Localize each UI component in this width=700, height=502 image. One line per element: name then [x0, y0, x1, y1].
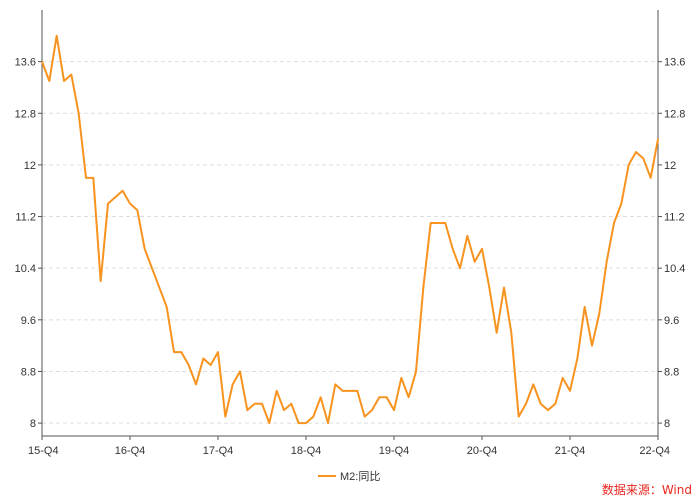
x-tick-label: 22-Q4	[639, 445, 670, 457]
y-tick-label-right: 12	[664, 160, 676, 172]
axes	[38, 10, 662, 440]
x-tick-label: 16-Q4	[115, 445, 146, 457]
x-tick-label: 15-Q4	[28, 445, 59, 457]
x-tick-label: 20-Q4	[467, 445, 498, 457]
y-tick-label-right: 11.2	[664, 212, 685, 224]
y-tick-label-right: 10.4	[664, 263, 685, 275]
legend-label: M2:同比	[340, 470, 380, 483]
data-source-label: 数据来源：Wind	[602, 482, 692, 497]
y-tick-label-left: 10.4	[15, 263, 36, 275]
x-tick-label: 21-Q4	[555, 445, 586, 457]
y-tick-label-left: 12.8	[15, 108, 36, 120]
legend: M2:同比	[318, 470, 380, 483]
y-tick-label-right: 8	[664, 418, 670, 430]
y-tick-label-left: 9.6	[21, 315, 36, 327]
series-lines	[41, 34, 659, 425]
y-tick-label-left: 12	[24, 160, 36, 172]
x-tick-label: 18-Q4	[291, 445, 322, 457]
y-tick-label-left: 13.6	[15, 57, 36, 69]
x-tick-label: 17-Q4	[203, 445, 234, 457]
y-tick-label-left: 8.8	[21, 366, 36, 378]
x-tick-label: 19-Q4	[379, 445, 410, 457]
tick-labels: 8 8 8.8 8.8 9.6 9.6 10.4 10.4 11.2 11.2 12 12 12.8 12…	[15, 57, 686, 457]
y-tick-label-right: 9.6	[664, 315, 679, 327]
y-tick-label-right: 8.8	[664, 366, 679, 378]
y-tick-label-right: 13.6	[664, 57, 685, 69]
y-tick-label-left: 11.2	[15, 212, 36, 224]
grid-lines	[42, 61, 658, 424]
y-tick-label-left: 8	[30, 418, 36, 430]
y-tick-label-right: 12.8	[664, 108, 685, 120]
series-line-m2-yoy	[41, 34, 659, 425]
